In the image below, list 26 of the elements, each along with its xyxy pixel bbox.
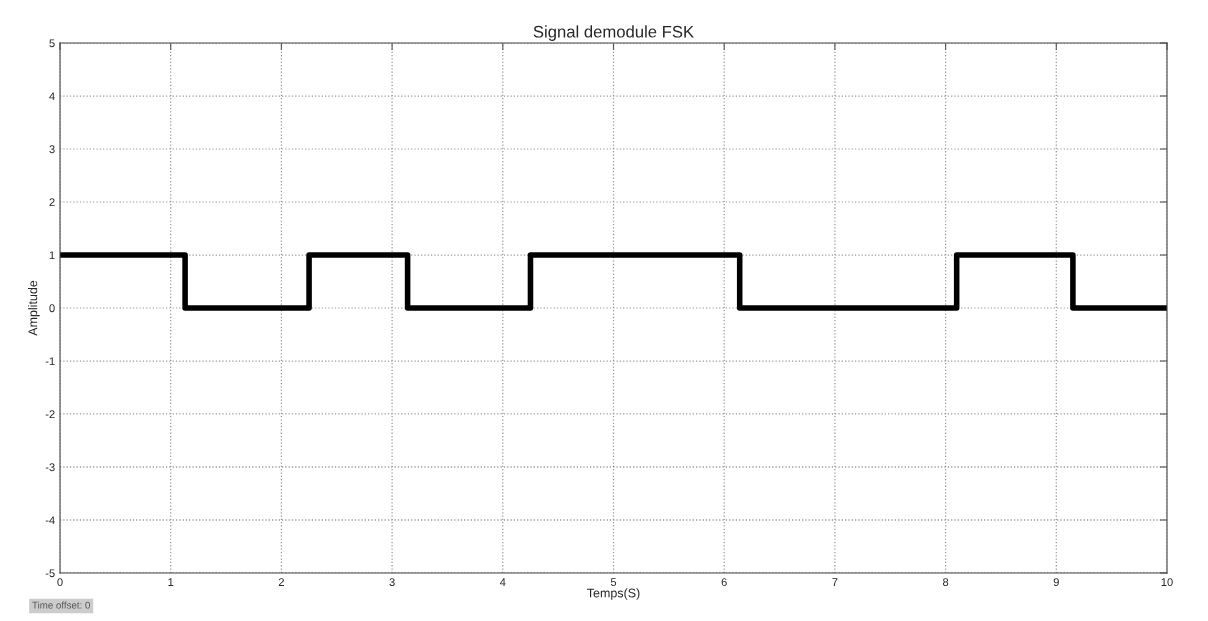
x-tick-label: 0 bbox=[57, 578, 63, 587]
x-tick-label: 8 bbox=[942, 578, 949, 587]
chart-title: Signal demodule FSK bbox=[533, 25, 694, 41]
y-tick-label: 2 bbox=[49, 198, 55, 207]
x-tick-label: 1 bbox=[168, 578, 174, 586]
x-tick-label: 7 bbox=[832, 578, 838, 586]
x-tick-label: 10 bbox=[1161, 578, 1173, 587]
x-axis-title: Temps(S) bbox=[587, 588, 640, 600]
y-tick-label: -1 bbox=[45, 357, 55, 366]
x-tick-label: 9 bbox=[1053, 578, 1059, 587]
y-tick-label: 4 bbox=[49, 92, 55, 101]
x-tick-label: 4 bbox=[499, 578, 506, 586]
x-tick-label: 2 bbox=[278, 578, 284, 586]
x-tick-label: 6 bbox=[721, 578, 727, 587]
x-tick-label: 5 bbox=[610, 578, 617, 587]
x-tick-label: 3 bbox=[389, 578, 395, 587]
y-axis-title: Amplitude bbox=[28, 280, 40, 336]
y-tick-label: 3 bbox=[49, 145, 55, 154]
y-tick-label: -5 bbox=[45, 569, 55, 578]
y-tick-label: 1 bbox=[49, 251, 55, 260]
y-tick-label: -3 bbox=[45, 463, 55, 472]
text: Time offset: 0 bbox=[32, 601, 90, 609]
y-tick-label: 5 bbox=[49, 39, 55, 48]
y-tick-label: -4 bbox=[45, 516, 55, 525]
y-tick-label: -2 bbox=[45, 410, 55, 419]
y-tick-label: 0 bbox=[49, 304, 55, 313]
